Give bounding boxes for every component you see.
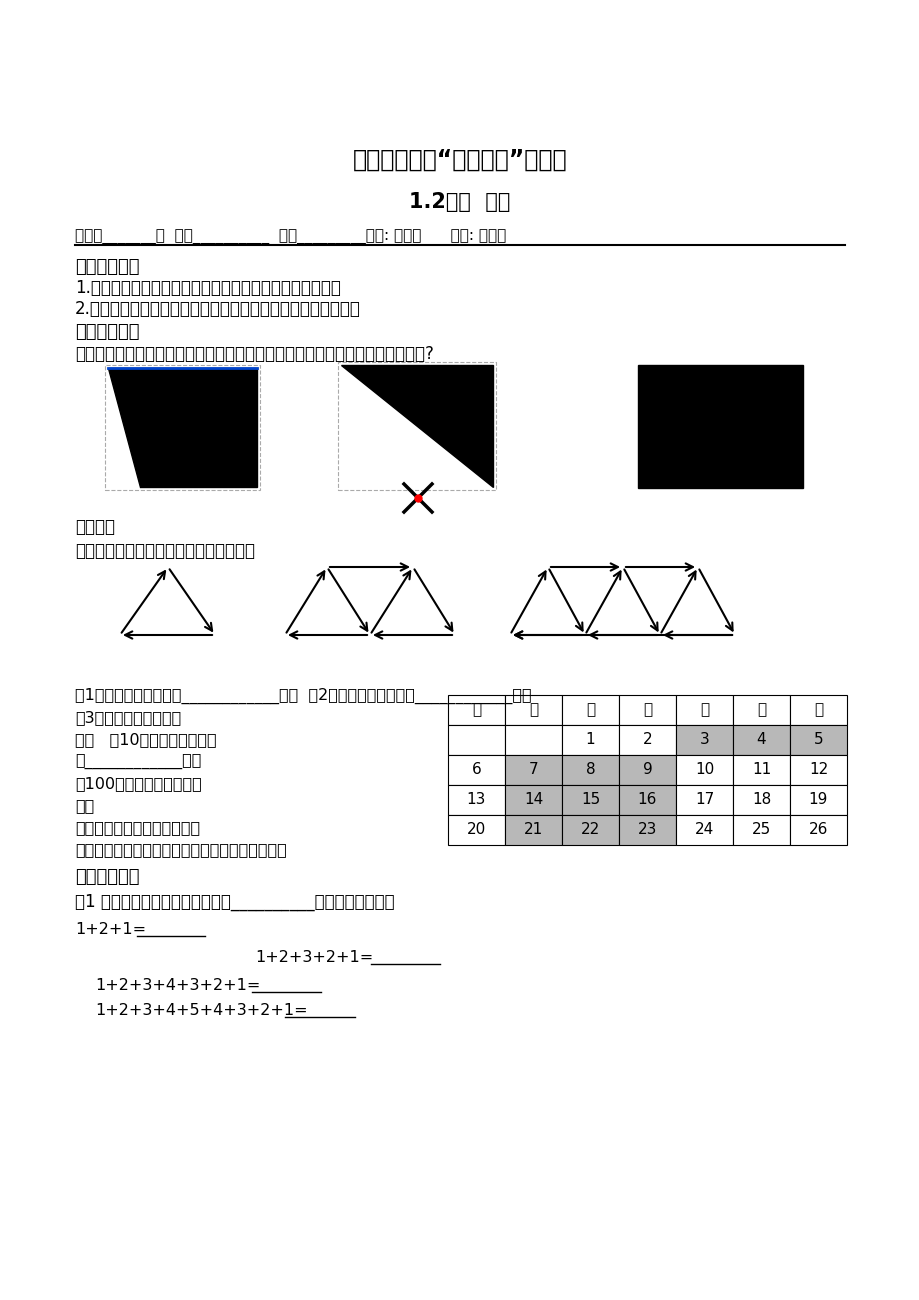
Bar bbox=[618, 696, 675, 725]
Text: 23: 23 bbox=[637, 823, 656, 837]
Text: 运河初级中学“学讲计划”导学案: 运河初级中学“学讲计划”导学案 bbox=[352, 148, 567, 172]
Text: 9: 9 bbox=[642, 763, 652, 777]
Bar bbox=[789, 696, 846, 725]
Bar bbox=[505, 755, 562, 785]
Text: 2.能收集、选择、处理数字信息，作出合理的推断或大胆的猜想: 2.能收集、选择、处理数字信息，作出合理的推断或大胆的猜想 bbox=[75, 300, 360, 318]
Text: 26: 26 bbox=[808, 823, 827, 837]
Text: 【学习目标】: 【学习目标】 bbox=[75, 257, 140, 276]
Bar bbox=[448, 785, 505, 815]
Bar bbox=[618, 815, 675, 845]
Bar bbox=[448, 755, 505, 785]
Text: 【展示交流】: 【展示交流】 bbox=[75, 868, 140, 887]
Text: 21: 21 bbox=[523, 823, 542, 837]
Bar bbox=[732, 725, 789, 755]
Bar bbox=[789, 785, 846, 815]
Text: 根；   搭10个三角形需要火柴: 根； 搭10个三角形需要火柴 bbox=[75, 732, 216, 748]
Text: 例1 观察下列已有式子的特点，在__________内填入恰当的数：: 例1 观察下列已有式子的特点，在__________内填入恰当的数： bbox=[75, 893, 394, 911]
Text: 一: 一 bbox=[528, 702, 538, 718]
Text: 棒____________根；: 棒____________根； bbox=[75, 754, 201, 770]
Bar bbox=[732, 785, 789, 815]
Bar bbox=[337, 361, 495, 490]
Text: 6: 6 bbox=[471, 763, 481, 777]
Text: 理由是：: 理由是： bbox=[75, 517, 115, 536]
Text: 11: 11 bbox=[751, 763, 770, 777]
Text: 问：搭建三角形的个数与需要: 问：搭建三角形的个数与需要 bbox=[75, 820, 200, 835]
Text: 22: 22 bbox=[580, 823, 599, 837]
Text: 三: 三 bbox=[642, 702, 652, 718]
Text: 13: 13 bbox=[466, 793, 485, 807]
Bar bbox=[562, 785, 618, 815]
Bar bbox=[675, 725, 732, 755]
Text: 14: 14 bbox=[523, 793, 542, 807]
Text: 2: 2 bbox=[642, 732, 652, 748]
Text: 10: 10 bbox=[694, 763, 713, 777]
Bar bbox=[618, 755, 675, 785]
Bar bbox=[448, 696, 505, 725]
Text: 二: 二 bbox=[585, 702, 595, 718]
Bar bbox=[618, 785, 675, 815]
Bar bbox=[789, 725, 846, 755]
Text: 四: 四 bbox=[699, 702, 709, 718]
Text: 1.在观察、实验、操作、猜想和归纳等数学活动中学会思考: 1.在观察、实验、操作、猜想和归纳等数学活动中学会思考 bbox=[75, 280, 341, 296]
Bar bbox=[675, 755, 732, 785]
Text: 5: 5 bbox=[812, 732, 823, 748]
Text: 4: 4 bbox=[755, 732, 766, 748]
Bar bbox=[562, 755, 618, 785]
Text: 16: 16 bbox=[637, 793, 656, 807]
Text: 搭1个三角形需要火柴棒____________根；  搭2个三角形需要火柴棒____________根；: 搭1个三角形需要火柴棒____________根； 搭2个三角形需要火柴棒___… bbox=[75, 688, 531, 705]
Bar bbox=[505, 725, 562, 755]
Text: 7: 7 bbox=[528, 763, 538, 777]
Polygon shape bbox=[108, 368, 256, 488]
Text: 8: 8 bbox=[585, 763, 595, 777]
Polygon shape bbox=[341, 365, 493, 488]
Text: 活动二：按下图方式，用火柴棒搭三角形: 活动二：按下图方式，用火柴棒搭三角形 bbox=[75, 542, 255, 560]
Text: 1+2+3+4+3+2+1=: 1+2+3+4+3+2+1= bbox=[95, 978, 260, 993]
Bar bbox=[789, 815, 846, 845]
Text: 七年级_______班  姓名__________  日期_________编写: 冯君柏      审核: 闫怀恩: 七年级_______班 姓名__________ 日期_________编写: … bbox=[75, 230, 505, 244]
Bar bbox=[562, 696, 618, 725]
Text: 24: 24 bbox=[694, 823, 713, 837]
Text: 1.2活动  思考: 1.2活动 思考 bbox=[409, 192, 510, 212]
Text: 3: 3 bbox=[698, 732, 709, 748]
Text: 火柴棒的根数之间有什么的关系？说说期中的规律: 火柴棒的根数之间有什么的关系？说说期中的规律 bbox=[75, 842, 287, 857]
Bar bbox=[789, 755, 846, 785]
Text: 搭3个三角形需要火柴棒: 搭3个三角形需要火柴棒 bbox=[75, 710, 181, 725]
Text: 15: 15 bbox=[580, 793, 599, 807]
Bar bbox=[675, 815, 732, 845]
Text: 五: 五 bbox=[756, 702, 766, 718]
Text: 20: 20 bbox=[466, 823, 485, 837]
Bar bbox=[448, 725, 505, 755]
Bar bbox=[105, 365, 260, 490]
Text: 18: 18 bbox=[751, 793, 770, 807]
Bar bbox=[675, 785, 732, 815]
Bar bbox=[562, 725, 618, 755]
Bar bbox=[732, 696, 789, 725]
Text: 日: 日 bbox=[471, 702, 481, 718]
Bar bbox=[732, 815, 789, 845]
Bar bbox=[562, 815, 618, 845]
Text: 六: 六 bbox=[813, 702, 823, 718]
Bar bbox=[732, 755, 789, 785]
Text: 12: 12 bbox=[808, 763, 827, 777]
Bar bbox=[505, 696, 562, 725]
Bar bbox=[637, 365, 802, 488]
Text: 1+2+1=: 1+2+1= bbox=[75, 922, 146, 937]
Text: 25: 25 bbox=[751, 823, 770, 837]
Bar bbox=[675, 696, 732, 725]
Text: 17: 17 bbox=[694, 793, 713, 807]
Text: 【自主感知】: 【自主感知】 bbox=[75, 322, 140, 341]
Text: 搭100个三角形需要火柴棒: 搭100个三角形需要火柴棒 bbox=[75, 776, 201, 790]
Text: 1+2+3+2+1=: 1+2+3+2+1= bbox=[255, 950, 373, 965]
Text: 19: 19 bbox=[808, 793, 827, 807]
Bar bbox=[448, 815, 505, 845]
Bar bbox=[505, 815, 562, 845]
Text: 1+2+3+4+5+4+3+2+1=: 1+2+3+4+5+4+3+2+1= bbox=[95, 1004, 307, 1018]
Text: 1: 1 bbox=[585, 732, 595, 748]
Bar bbox=[618, 725, 675, 755]
Text: 根；: 根； bbox=[75, 798, 94, 812]
Bar bbox=[505, 785, 562, 815]
Text: 活动一：用一张长方形纸片按如图的方法折叠、裁剪、展开，你会得到什么图形?: 活动一：用一张长方形纸片按如图的方法折叠、裁剪、展开，你会得到什么图形? bbox=[75, 344, 434, 363]
